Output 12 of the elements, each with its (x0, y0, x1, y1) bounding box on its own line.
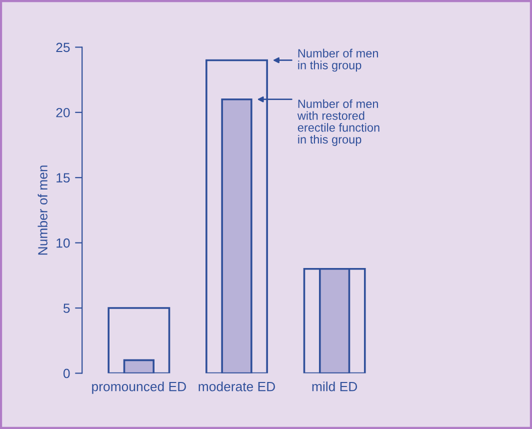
y-axis-title: Number of men (38, 166, 48, 255)
x-tick-label: mild ED (312, 382, 358, 392)
y-tick-label: 0 (63, 368, 70, 378)
x-tick-label: moderate ED (198, 382, 275, 392)
y-tick-label: 10 (56, 238, 70, 248)
annotation: Number of men in this group (298, 48, 378, 72)
y-tick-label: 20 (56, 108, 70, 118)
y-tick-label: 15 (56, 173, 70, 183)
annotation: Number of men with restored erectile function in this group (297, 99, 380, 146)
x-tick-label: promounced ED (92, 382, 186, 394)
y-tick-label: 25 (56, 42, 70, 52)
y-tick-label: 5 (63, 304, 70, 313)
